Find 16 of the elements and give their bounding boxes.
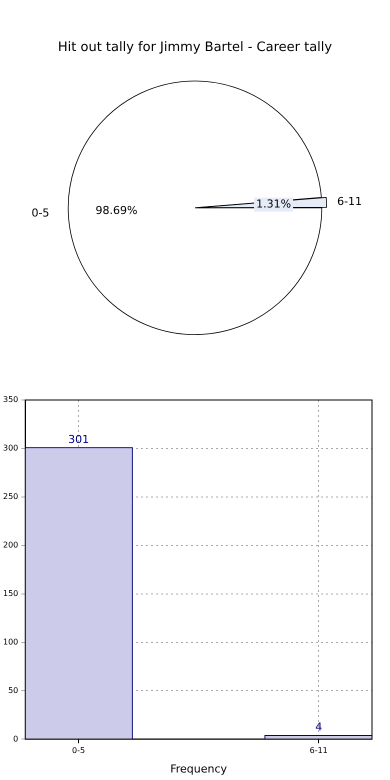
y-tick-label: 200: [2, 540, 18, 550]
data-label: 98.69%: [95, 204, 138, 217]
y-tick-label: 0: [13, 734, 18, 744]
data-label: 301: [68, 432, 90, 446]
slice-label: 0-5: [31, 206, 50, 220]
y-tick-label: 350: [2, 395, 18, 404]
data-label: 4: [315, 720, 322, 734]
slice-label: 6-11: [337, 194, 362, 208]
y-tick-label: 300: [2, 444, 18, 453]
y-tick-label: 50: [8, 686, 18, 695]
x-axis-title: Frequency: [170, 762, 228, 776]
y-tick-label: 100: [2, 637, 18, 646]
chart-title: Hit out tally for Jimmy Bartel - Career tally: [58, 40, 332, 56]
y-tick-label: 150: [2, 588, 18, 598]
data-label: 1.31%: [256, 197, 292, 210]
y-tick-label: 250: [2, 492, 18, 501]
